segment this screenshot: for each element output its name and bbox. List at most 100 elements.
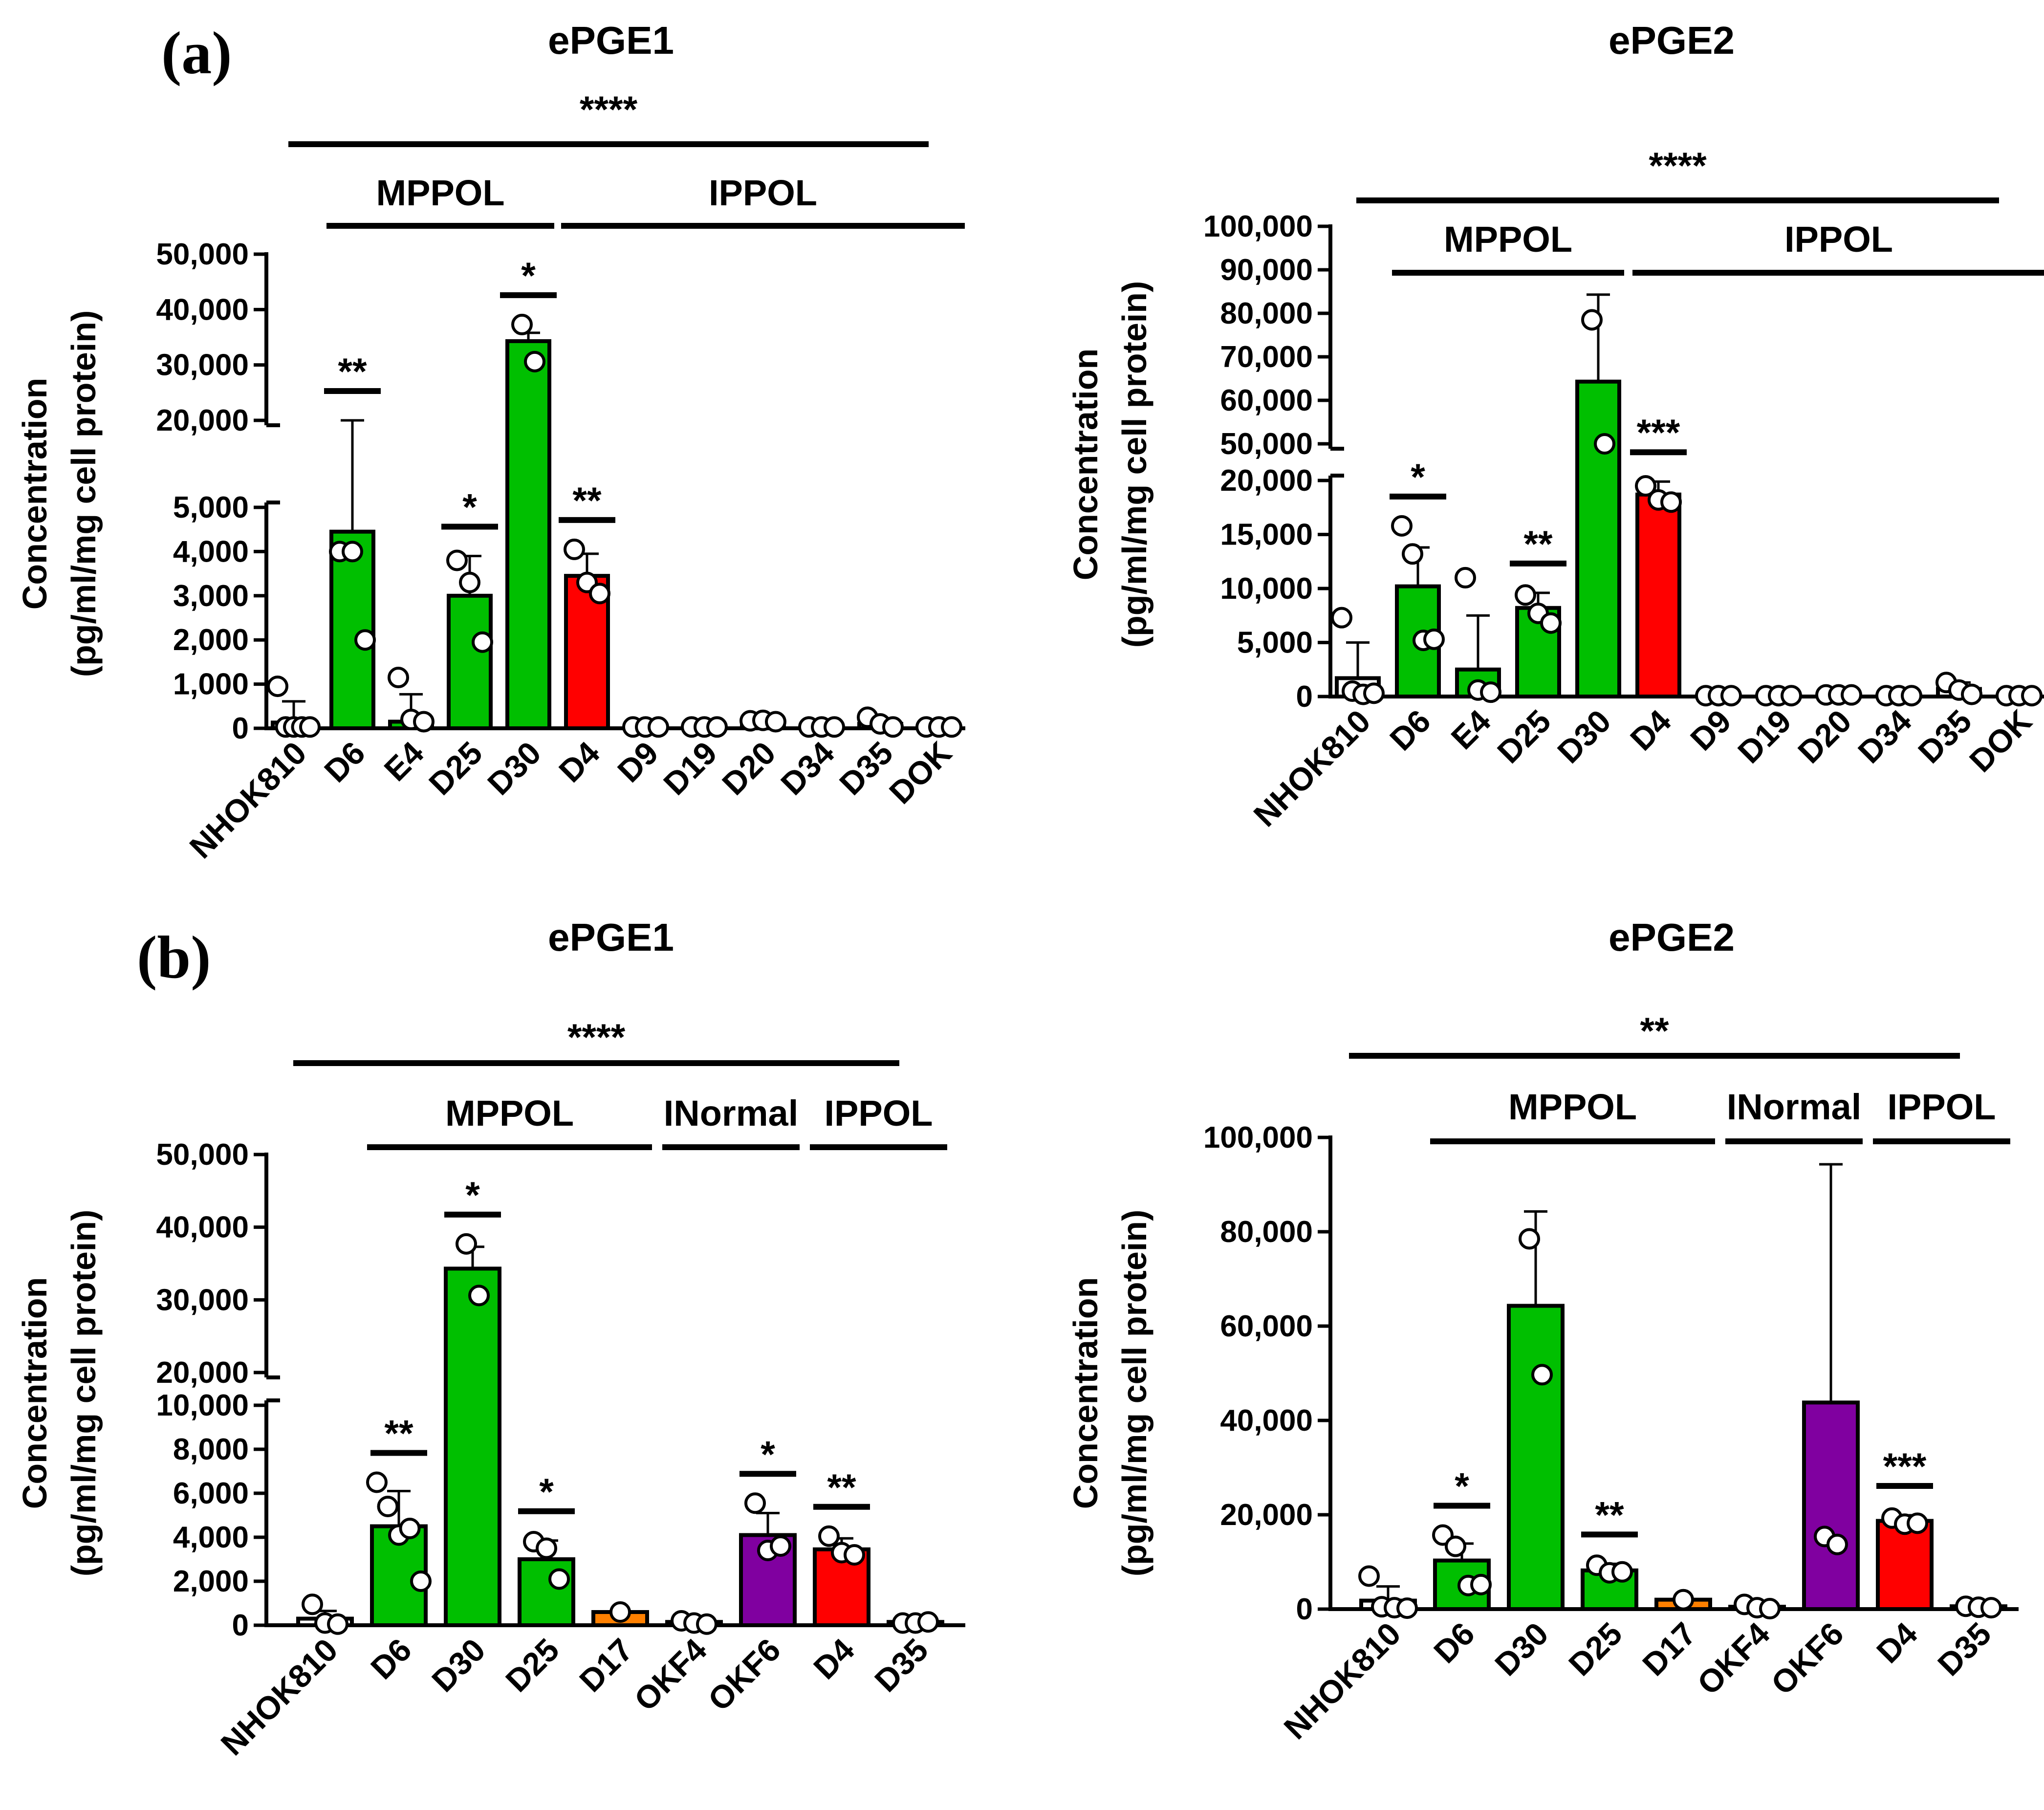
y-tick-label: 100,000 [1203,210,1313,243]
chart-b-epge1: ePGE1 Concentration (pg/ml/mg cell protein… [16,916,965,1762]
x-tick-label: D34 [774,734,841,802]
significance-stars: * [1411,457,1425,498]
data-point-d9 [648,716,669,738]
y-tick-label: 2,000 [173,1565,249,1598]
y-axis-label-line2: (pg/ml/mg cell protein) [65,310,103,677]
bar-d4 [1635,492,1681,698]
x-tick-label: NHOK810 [182,735,313,866]
group-label-mppol: MPPOL [376,173,504,213]
data-point-nhok810 [1363,682,1385,704]
panel-label-b: (b) [137,924,211,991]
group-label-ippol: IPPOL [1784,219,1893,260]
x-tick-label: E4 [1444,702,1498,756]
significance-stars: * [1455,1465,1469,1507]
data-point-d6 [1402,543,1423,565]
x-tick-label: NHOK810 [214,1632,345,1763]
x-tick-label: D17 [572,1632,640,1699]
x-tick-label: D25 [422,735,489,802]
y-tick-label: 40,000 [156,1211,249,1244]
y-tick-label: 50,000 [1220,427,1313,461]
data-point-d6 [366,1471,388,1493]
overall-significance-stars: ** [1640,1010,1669,1052]
x-tick-label: D6 [364,1632,418,1686]
y-tick-label: 60,000 [1220,384,1313,417]
data-point-d34 [824,716,845,738]
x-tick-label: E4 [377,734,431,788]
data-point-d25 [536,1537,557,1559]
y-tick-label: 0 [1296,680,1313,714]
data-point-d35 [1961,683,1982,705]
bar-d4 [1876,1519,1934,1611]
x-tick-label: D35 [868,1632,935,1699]
data-point-d20 [765,711,786,733]
x-tick-label: D19 [656,735,724,802]
data-point-e4 [1480,681,1501,703]
significance-stars: ** [1595,1494,1624,1536]
data-point-d35 [882,716,904,738]
y-tick-label: 50,000 [156,1138,249,1172]
data-point-nhok810 [1331,607,1352,629]
group-label-ippol: IPPOL [1887,1087,1996,1127]
data-point-d9 [1720,685,1742,707]
x-tick-label: D25 [1562,1615,1629,1683]
bar-d30 [505,339,551,730]
data-point-d20 [1841,684,1862,706]
x-tick-label: OKF6 [1764,1615,1850,1702]
y-tick-label: 80,000 [1220,297,1313,330]
data-point-d30 [1594,433,1615,455]
x-tick-label: OKF4 [627,1631,714,1718]
x-tick-label: D9 [1683,703,1738,758]
significance-stars: ** [827,1467,856,1508]
y-tick-label: 4,000 [173,535,249,568]
overall-significance-stars: **** [1649,145,1707,187]
x-tick-label: D19 [1731,703,1798,770]
x-tick-label: DOK [882,734,958,810]
x-tick-label: NHOK810 [1246,703,1377,834]
data-point-d25 [472,631,493,653]
x-tick-label: D30 [480,735,548,802]
data-point-dok [941,716,962,738]
data-point-d17 [1673,1589,1694,1611]
y-tick-label: 8,000 [173,1433,249,1466]
chart-title: ePGE1 [548,916,674,959]
data-point-nhok810 [1396,1597,1418,1619]
group-label-mppol: MPPOL [1508,1087,1637,1127]
data-point-d30 [456,1233,477,1255]
bar-d25 [518,1557,575,1627]
chart-a-epge2: ePGE2 Concentration (pg/ml/mg cell protein… [1066,19,2044,833]
x-tick-label: D34 [1851,702,1918,770]
data-point-d6 [1445,1535,1466,1557]
chart-title: ePGE2 [1609,19,1735,62]
data-point-d4 [844,1544,865,1566]
overall-significance-stars: **** [567,1017,626,1058]
x-tick-label: D4 [1623,702,1678,757]
bar-d30 [444,1266,501,1628]
data-point-d25 [1515,584,1536,606]
y-tick-label: 0 [232,712,249,745]
significance-stars: ** [572,480,602,522]
data-point-nhok810 [327,1613,348,1635]
data-point-d4 [564,538,585,560]
y-tick-label: 10,000 [1220,572,1313,606]
x-tick-label: D20 [715,735,783,802]
y-tick-label: 20,000 [1220,464,1313,498]
data-point-d25 [459,571,480,593]
x-tick-label: D30 [1488,1615,1555,1683]
significance-stars: ** [384,1413,413,1455]
overall-significance-stars: **** [580,89,638,131]
data-point-d4 [1660,491,1682,513]
y-tick-label: 15,000 [1220,518,1313,552]
data-point-d25 [548,1568,570,1590]
y-tick-label: 0 [1296,1592,1313,1626]
significance-stars: *** [1637,412,1680,454]
data-point-d6 [1391,515,1413,537]
y-axis-label-line1: Concentration [1066,1277,1105,1509]
y-tick-label: 20,000 [156,1356,249,1390]
data-point-d6 [1423,628,1445,650]
y-tick-label: 3,000 [173,579,249,613]
data-point-e4 [388,667,409,689]
y-axis-label-line2: (pg/ml/mg cell protein) [1115,1210,1153,1577]
significance-stars: * [462,486,477,528]
data-point-d25 [1611,1561,1633,1583]
group-label-mppol: MPPOL [445,1093,574,1134]
